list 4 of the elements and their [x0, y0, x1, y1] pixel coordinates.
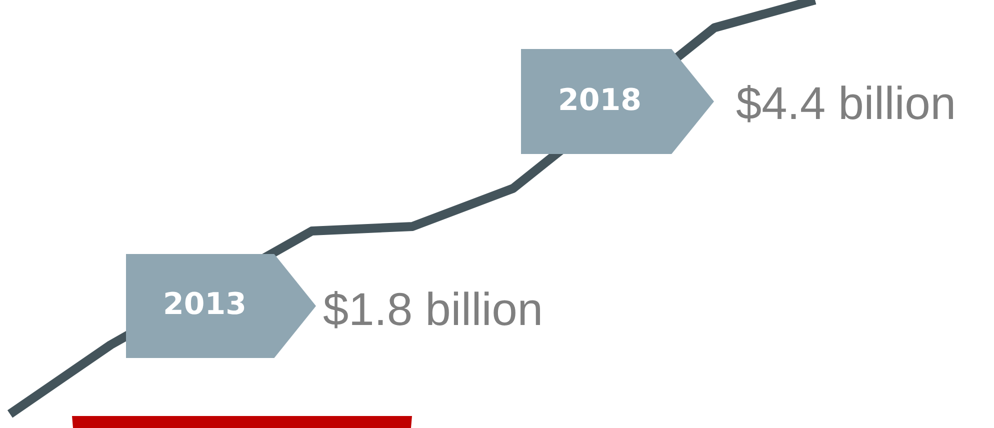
annotation: $4.4 billion: [736, 76, 956, 130]
annotation: 2013: [163, 287, 246, 322]
annotation: 2018: [558, 83, 642, 118]
annotation: $1.8 billion: [323, 282, 543, 336]
